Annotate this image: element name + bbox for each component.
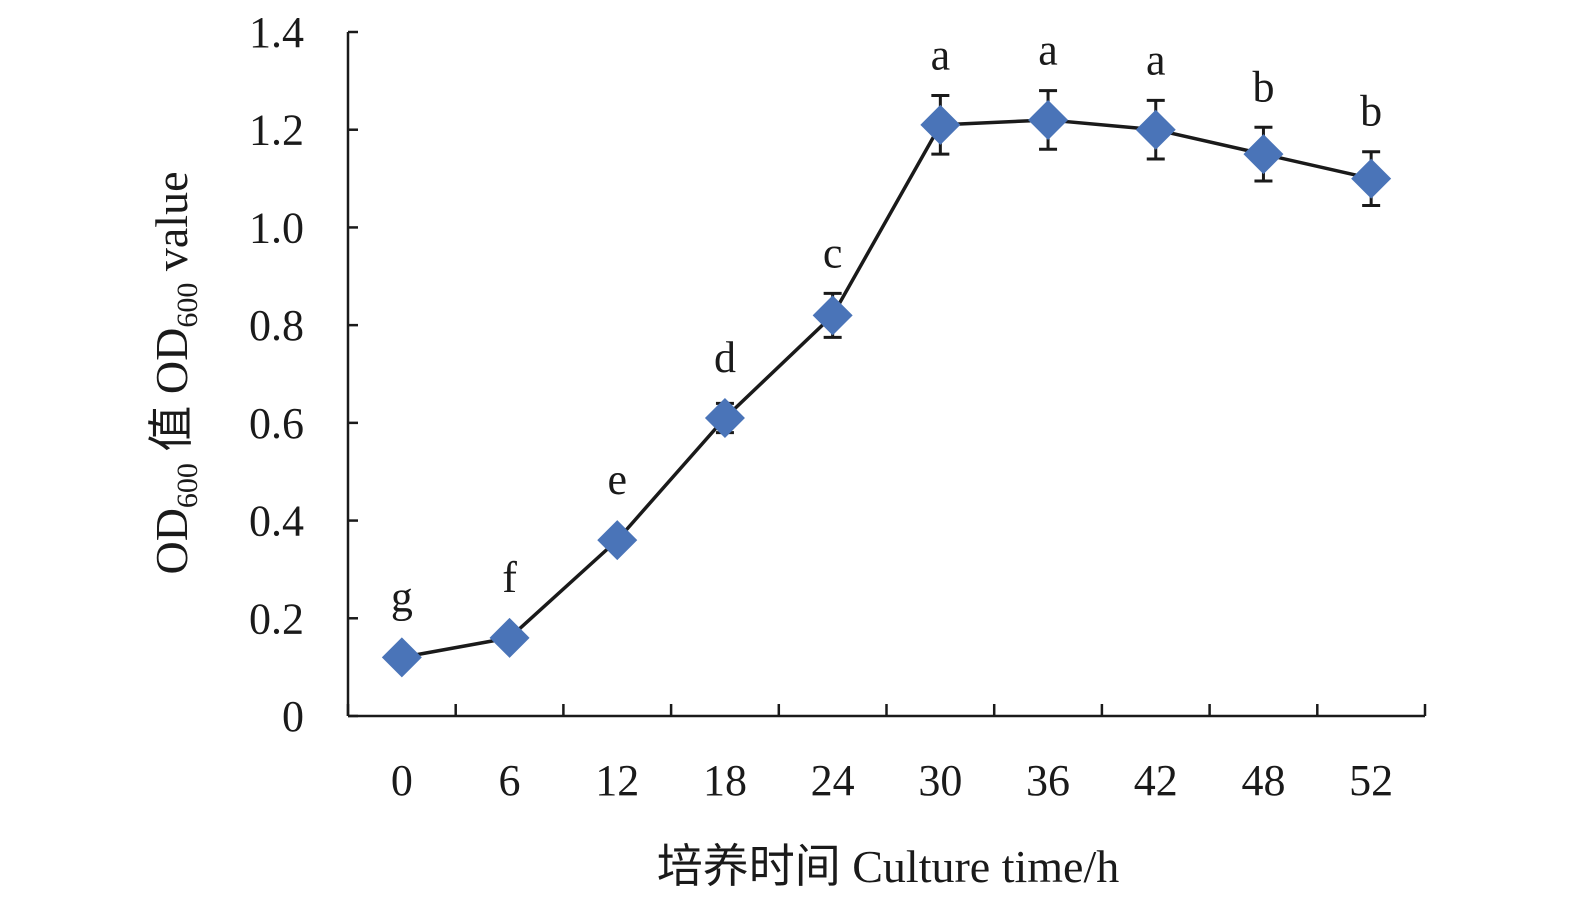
data-point-marker bbox=[489, 617, 530, 658]
significance-label: c bbox=[823, 228, 843, 277]
data-point-marker bbox=[1243, 134, 1284, 175]
y-tick-label: 0.8 bbox=[249, 301, 304, 350]
data-point-marker bbox=[1351, 158, 1392, 199]
significance-label: e bbox=[607, 455, 627, 504]
significance-label: a bbox=[931, 31, 951, 80]
significance-label: a bbox=[1146, 35, 1166, 84]
significance-label: g bbox=[391, 572, 413, 621]
y-title-suffix: value bbox=[146, 171, 197, 282]
y-tick-label: 1.0 bbox=[249, 203, 304, 252]
x-tick-label: 36 bbox=[1026, 756, 1070, 805]
data-point-marker bbox=[597, 520, 638, 561]
x-tick-label: 24 bbox=[811, 756, 855, 805]
data-point-marker bbox=[1135, 109, 1176, 150]
y-tick-label: 0.2 bbox=[249, 594, 304, 643]
y-axis: 0 0.2 0.4 0.6 0.8 1.0 1.2 1.4 bbox=[249, 8, 358, 741]
x-tick-label: 6 bbox=[499, 756, 521, 805]
x-tick-label: 30 bbox=[918, 756, 962, 805]
y-axis-title: OD600 值 OD600 value bbox=[146, 171, 204, 574]
y-tick-label: 0.6 bbox=[249, 399, 304, 448]
x-axis: 0 6 12 18 24 30 36 42 48 52 bbox=[346, 704, 1427, 805]
x-tick-label: 42 bbox=[1134, 756, 1178, 805]
x-tick-label: 12 bbox=[595, 756, 639, 805]
od600-series: g f e d c a a a b b bbox=[381, 26, 1392, 678]
x-axis-title: 培养时间 Culture time/h bbox=[657, 841, 1120, 892]
x-tick-label: 48 bbox=[1241, 756, 1285, 805]
data-point-marker bbox=[812, 295, 853, 336]
y-title-prefix: OD bbox=[146, 508, 197, 574]
series-line bbox=[401, 118, 1372, 660]
significance-label: b bbox=[1252, 62, 1274, 111]
y-title-subscript-2: 600 bbox=[171, 283, 204, 328]
data-point-marker bbox=[704, 397, 745, 438]
significance-label: f bbox=[502, 553, 517, 602]
y-tick-label: 1.2 bbox=[249, 106, 304, 155]
data-point-marker bbox=[381, 637, 422, 678]
x-tick-label: 0 bbox=[391, 756, 413, 805]
y-tick-label: 0 bbox=[282, 692, 304, 741]
y-tick-label: 1.4 bbox=[249, 8, 304, 57]
y-tick-label: 0.4 bbox=[249, 497, 304, 546]
significance-label: b bbox=[1360, 87, 1382, 136]
significance-label: a bbox=[1038, 26, 1058, 75]
y-title-subscript-1: 600 bbox=[171, 463, 204, 508]
x-tick-label: 18 bbox=[703, 756, 747, 805]
data-point-marker bbox=[920, 104, 961, 145]
y-title-middle: 值 OD bbox=[146, 328, 197, 463]
significance-label: d bbox=[714, 333, 736, 382]
x-tick-label: 52 bbox=[1349, 756, 1393, 805]
data-point-marker bbox=[1028, 99, 1069, 140]
